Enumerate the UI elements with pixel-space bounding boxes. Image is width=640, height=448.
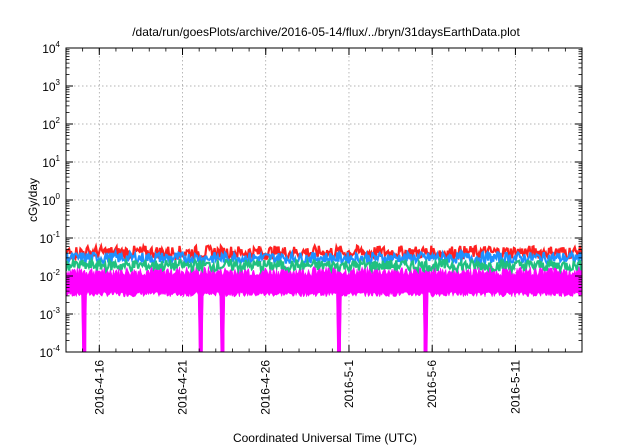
y-axis-label: cGy/day [26, 178, 40, 222]
y-tick-label: 10-3 [40, 306, 61, 322]
x-tick-label: 2016-5-11 [508, 360, 522, 414]
x-tick-label: 2016-4-26 [259, 360, 273, 415]
x-axis-ticks: 2016-4-16 2016-4-21 2016-4-26 2016-5-1 2016-… [65, 48, 583, 415]
plot-area [66, 242, 582, 352]
y-tick-label: 10-4 [40, 344, 61, 360]
y-tick-label: 100 [42, 192, 60, 208]
x-tick-label: 2016-5-1 [342, 360, 356, 408]
series-line-1 [66, 248, 582, 268]
y-tick-label: 10-1 [40, 230, 61, 246]
series-magenta-dip [336, 294, 341, 352]
series-magenta-dip [198, 294, 203, 352]
x-tick-label: 2016-4-21 [176, 360, 190, 415]
y-tick-label: 101 [42, 154, 60, 170]
series-magenta-dip [82, 294, 87, 352]
y-tick-label: 103 [42, 78, 60, 94]
chart-title: /data/run/goesPlots/archive/2016-05-14/f… [132, 25, 520, 39]
x-tick-label: 2016-5-6 [425, 360, 439, 408]
series-magenta-band [66, 265, 582, 352]
series-magenta-dip [423, 294, 428, 352]
y-tick-label: 102 [42, 116, 60, 132]
grid-lines [66, 48, 582, 352]
series-magenta-dip [220, 294, 225, 352]
series-line-2 [66, 255, 582, 276]
x-axis-label: Coordinated Universal Time (UTC) [233, 431, 417, 445]
y-tick-label: 104 [42, 40, 60, 56]
y-tick-label: 10-2 [40, 268, 61, 284]
x-tick-label: 2016-4-16 [92, 360, 106, 415]
